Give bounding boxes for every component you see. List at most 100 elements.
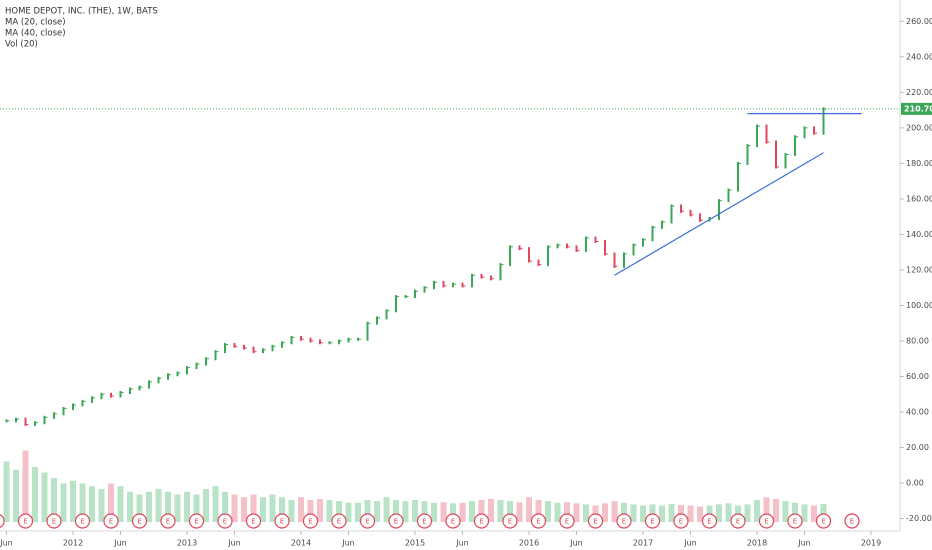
price-bar [176, 371, 179, 377]
volume-bar [41, 472, 48, 522]
earnings-label: E [394, 518, 398, 526]
price-bar [214, 350, 217, 361]
volume-bar [336, 501, 342, 522]
volume-bar [801, 504, 808, 522]
price-bar [604, 240, 606, 256]
volume-bar [3, 461, 10, 522]
earnings-marker [644, 513, 661, 529]
price-bar [319, 339, 321, 345]
price-bar [518, 245, 521, 251]
volume-bar [79, 483, 86, 522]
price-bars [5, 107, 827, 426]
x-tick-label: Jun [683, 539, 697, 548]
price-bar [110, 392, 112, 398]
volume-bar [421, 501, 428, 522]
y-tick-label: 220.00 [906, 88, 932, 97]
volume-bar [402, 501, 409, 522]
earnings-label: E [536, 518, 540, 526]
volume-bar [478, 500, 485, 522]
price-bar [699, 213, 701, 222]
volume-bar [298, 497, 304, 522]
earnings-label: E [337, 518, 341, 526]
earnings-marker [0, 514, 5, 528]
y-tick-label: 180.00 [906, 159, 932, 168]
price-bar [737, 161, 739, 192]
price-bar [689, 209, 692, 217]
earnings-label: E [764, 518, 768, 526]
x-tick-label: Jun [797, 539, 811, 548]
earnings-label: E [137, 518, 141, 526]
volume-bar [573, 503, 580, 522]
volume-bar [630, 504, 637, 522]
volume-bar [355, 502, 361, 522]
price-bar [366, 321, 369, 341]
volume-bar [725, 503, 732, 522]
volume-bar [222, 491, 228, 522]
earnings-marker [416, 513, 433, 529]
price-bar [224, 343, 226, 354]
y-tick-label: 200.00 [906, 123, 932, 132]
price-bar [480, 273, 483, 279]
price-bar [290, 335, 293, 345]
y-tick-label: 260.00 [906, 17, 932, 26]
earnings-marker [787, 513, 803, 529]
price-bar [575, 245, 578, 252]
earnings-label: E [593, 518, 597, 526]
volume-bar [668, 503, 675, 522]
y-tick-label: 20.00 [906, 443, 929, 452]
earnings-marker [673, 513, 689, 529]
earnings-label: E [736, 518, 740, 526]
price-bar [471, 273, 473, 288]
earnings-label: E [565, 518, 569, 526]
earnings-marker [359, 513, 376, 529]
price-bar [556, 243, 559, 249]
volume-bar [649, 504, 656, 522]
y-tick-label: 60.00 [906, 372, 929, 381]
price-bar [813, 126, 815, 135]
volume-bar [13, 469, 19, 522]
price-bar [642, 238, 644, 247]
volume-bar [393, 500, 399, 522]
volume-bar [231, 494, 238, 522]
indicator-label: MA (40, close) [5, 29, 66, 39]
earnings-label: E [109, 518, 113, 526]
volume-bar [307, 500, 314, 522]
volume-bar [640, 505, 646, 522]
price-bar [727, 188, 730, 203]
price-bar [138, 385, 141, 391]
volume-bar [279, 497, 285, 522]
volume-bar [602, 503, 608, 522]
x-tick-label: 2012 [63, 539, 83, 548]
price-bar [195, 362, 198, 370]
earnings-marker [274, 513, 290, 529]
price-bar [509, 245, 511, 267]
price-bar [243, 344, 245, 350]
x-tick-label: Jun [113, 539, 127, 548]
y-tick-label: 240.00 [906, 52, 932, 61]
volume-bar [545, 501, 551, 522]
volume-bar [459, 502, 466, 522]
price-bar [661, 220, 663, 229]
volume-bar [469, 501, 475, 522]
price-bar [718, 199, 720, 220]
volume-bar [526, 497, 532, 522]
x-tick-label: Jun [455, 539, 469, 548]
indicator-label: Vol (20) [5, 40, 38, 50]
earnings-label: E [23, 518, 27, 526]
price-bar [452, 282, 454, 288]
legend: HOME DEPOT, INC. (THE), 1W, BATS MA (20,… [5, 7, 158, 50]
earnings-label: E [479, 518, 483, 526]
x-tick-label: 2016 [519, 539, 539, 548]
y-tick-label: 100.00 [906, 301, 932, 310]
volume-bar [792, 502, 798, 522]
price-bar [376, 316, 378, 325]
earnings-marker [160, 513, 176, 529]
volume-bar [260, 497, 266, 522]
price-bar [309, 337, 312, 343]
price-bar [433, 280, 435, 290]
price-bar [300, 335, 302, 341]
earnings-marker [217, 513, 233, 529]
volume-bar [697, 506, 703, 522]
price-bar [651, 225, 654, 242]
earnings-marker [530, 513, 547, 529]
